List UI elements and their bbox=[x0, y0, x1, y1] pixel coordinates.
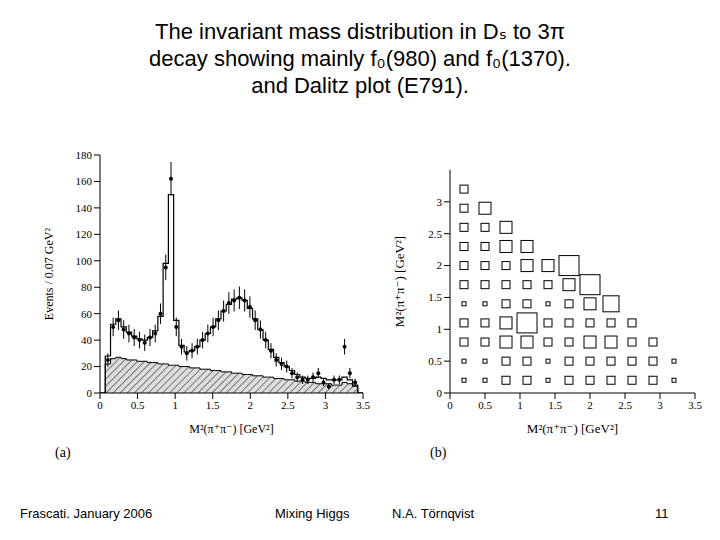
html-text:N.A. Törnqvist: N.A. Törnqvist bbox=[392, 506, 475, 521]
svg-text:80: 80 bbox=[81, 281, 93, 293]
svg-text:0: 0 bbox=[87, 387, 93, 399]
svg-text:60: 60 bbox=[81, 308, 93, 320]
svg-text:0: 0 bbox=[97, 399, 103, 411]
svg-text:120: 120 bbox=[76, 228, 93, 240]
html-text:The invariant mass distributio: The invariant mass distribution in Dₛ to… bbox=[155, 19, 565, 44]
svg-text:3: 3 bbox=[323, 399, 329, 411]
svg-text:2: 2 bbox=[437, 259, 443, 271]
svg-text:3.5: 3.5 bbox=[356, 399, 370, 411]
svg-text:2.5: 2.5 bbox=[281, 399, 295, 411]
svg-text:M²(π⁺π⁻) [GeV²]: M²(π⁺π⁻) [GeV²] bbox=[392, 236, 407, 327]
svg-text:20: 20 bbox=[81, 360, 93, 372]
svg-text:1: 1 bbox=[172, 399, 178, 411]
html-text:Frascati. January 2006: Frascati. January 2006 bbox=[20, 506, 153, 521]
svg-text:2: 2 bbox=[587, 399, 593, 411]
svg-text:M²(π⁺π⁻) [GeV²]: M²(π⁺π⁻) [GeV²] bbox=[189, 422, 273, 436]
svg-text:0.5: 0.5 bbox=[131, 399, 145, 411]
svg-text:2: 2 bbox=[248, 399, 254, 411]
svg-text:0: 0 bbox=[437, 387, 443, 399]
svg-text:3: 3 bbox=[437, 196, 443, 208]
svg-text:M²(π⁺π⁻) [GeV²]: M²(π⁺π⁻) [GeV²] bbox=[527, 421, 618, 436]
svg-text:1.5: 1.5 bbox=[428, 291, 442, 303]
svg-text:2.5: 2.5 bbox=[428, 228, 442, 240]
html-text:Mixing Higgs: Mixing Higgs bbox=[275, 506, 350, 521]
svg-text:1: 1 bbox=[517, 399, 523, 411]
svg-text:2.5: 2.5 bbox=[618, 399, 632, 411]
svg-text:1.5: 1.5 bbox=[206, 399, 220, 411]
svg-text:140: 140 bbox=[76, 202, 93, 214]
svg-text:180: 180 bbox=[76, 149, 93, 161]
html-text:(b): (b) bbox=[430, 445, 447, 460]
svg-text:160: 160 bbox=[76, 175, 93, 187]
html-text:and Dalitz plot (E791).: and Dalitz plot (E791). bbox=[251, 73, 469, 98]
svg-text:40: 40 bbox=[81, 334, 93, 346]
svg-text:0.5: 0.5 bbox=[478, 399, 492, 411]
svg-text:0.5: 0.5 bbox=[428, 355, 442, 367]
svg-text:1.5: 1.5 bbox=[548, 399, 562, 411]
html-text:decay showing mainly f₀(980) a: decay showing mainly f₀(980) and f₀(1370… bbox=[149, 46, 571, 71]
svg-text:3: 3 bbox=[657, 399, 663, 411]
svg-text:Events / 0.07 GeV²: Events / 0.07 GeV² bbox=[42, 227, 56, 320]
svg-text:1: 1 bbox=[437, 323, 443, 335]
html-text:11: 11 bbox=[655, 506, 669, 521]
svg-text:100: 100 bbox=[76, 255, 93, 267]
svg-text:0: 0 bbox=[447, 399, 453, 411]
svg-text:3.5: 3.5 bbox=[688, 399, 702, 411]
html-text:(a): (a) bbox=[55, 445, 71, 460]
